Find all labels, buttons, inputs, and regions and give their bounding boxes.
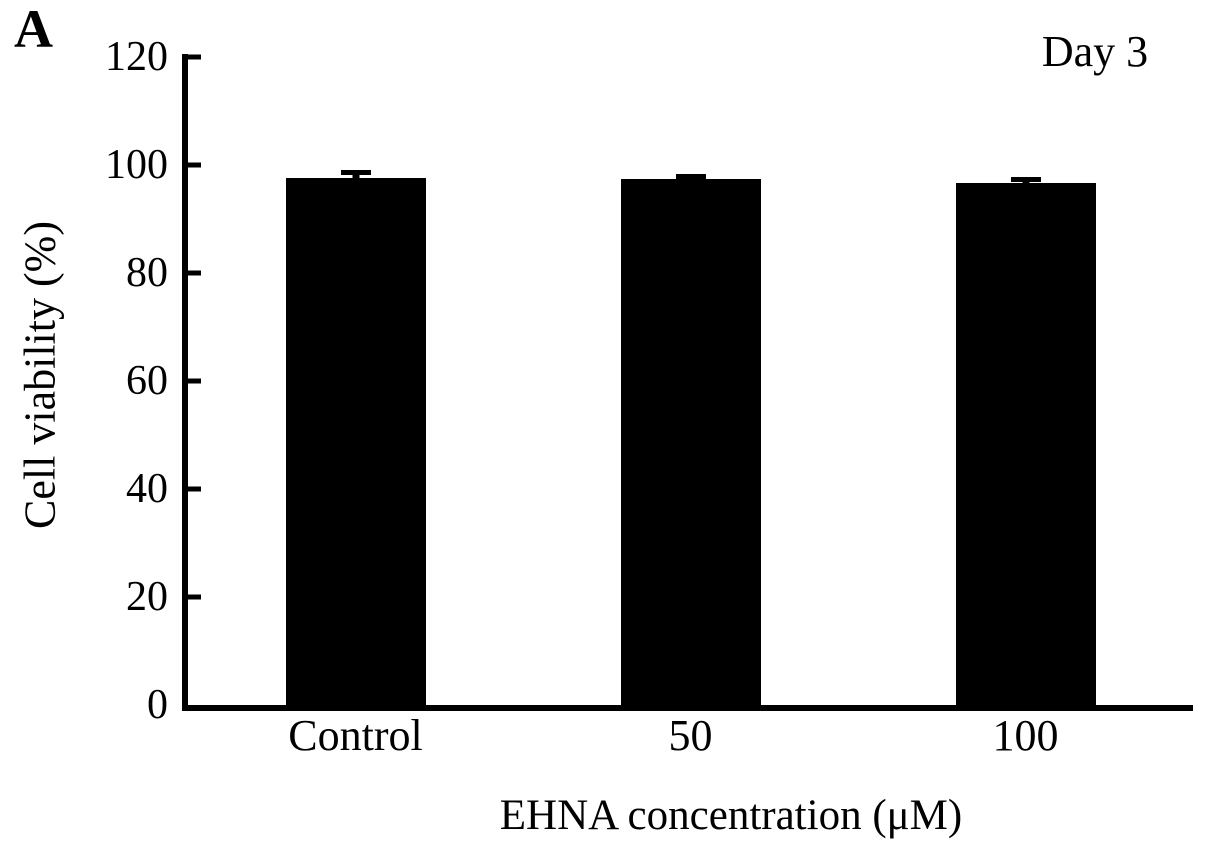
x-tick-label: 50: [668, 711, 713, 760]
plot-area: 0 20 40 60 80 100 120 Control 50 100: [105, 36, 1193, 758]
x-axis-line: [182, 705, 1193, 711]
y-tick-label: 120: [105, 34, 168, 80]
y-tick-mark: [188, 162, 201, 168]
error-bar-stem: [352, 169, 359, 186]
y-tick-mark: [188, 378, 201, 384]
error-bar-cap: [1010, 176, 1041, 182]
y-axis-line: [182, 54, 188, 711]
x-tick-label: 100: [992, 711, 1059, 760]
y-tick-mark: [188, 54, 201, 60]
bar: [620, 179, 761, 705]
bar: [955, 183, 1096, 705]
error-bar-cap: [675, 174, 706, 180]
y-tick-mark: [188, 486, 201, 492]
y-tick-label: 0: [147, 682, 168, 728]
error-bar-cap: [340, 169, 371, 175]
y-axis-title: Cell viability (%): [15, 221, 65, 529]
x-axis-title: EHNA concentration (μM): [499, 792, 963, 839]
y-tick-label: 40: [126, 466, 168, 512]
y-tick-mark: [188, 594, 201, 600]
error-bar-stem: [687, 174, 694, 188]
y-tick-label: 60: [126, 358, 168, 404]
y-tick-label: 100: [105, 142, 168, 188]
panel-label: A: [14, 0, 53, 59]
y-tick-mark: [188, 270, 201, 276]
y-tick-label: 80: [126, 250, 168, 296]
x-tick-label: Control: [288, 711, 423, 760]
day-annotation: Day 3: [1041, 27, 1149, 76]
y-tick-label: 20: [126, 574, 168, 620]
bar: [285, 177, 426, 705]
error-bar-stem: [1022, 176, 1029, 192]
